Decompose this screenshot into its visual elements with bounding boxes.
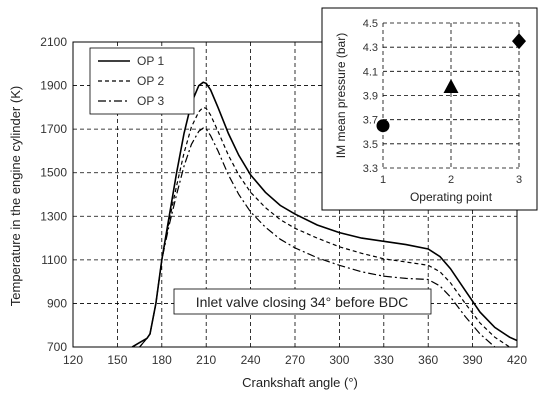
y-tick-label: 700 — [47, 340, 67, 354]
annotation-frame — [173, 288, 432, 315]
x-tick-label: 180 — [152, 353, 172, 367]
legend-label-2: OP 2 — [137, 74, 164, 88]
main-tick-labels: 120 150 180 210 240 270 300 330 360 390 420 700 900 1… — [40, 35, 527, 367]
inset-y-tick-label: 4.1 — [363, 66, 378, 78]
annotation-text: Inlet valve closing 34° before BDC — [196, 294, 409, 310]
annotation-box: Inlet valve closing 34° before BDC — [173, 288, 432, 315]
x-tick-label: 420 — [507, 353, 527, 367]
legend-label-3: OP 3 — [137, 94, 164, 108]
x-tick-label: 270 — [285, 353, 305, 367]
y-tick-label: 900 — [47, 296, 67, 310]
y-tick-label: 2100 — [40, 35, 67, 49]
x-tick-label: 150 — [107, 353, 127, 367]
main-series — [131, 81, 517, 347]
inset-y-axis-title: IM mean pressure (bar) — [334, 33, 348, 158]
inset-point-diamond — [512, 33, 526, 50]
x-tick-label: 330 — [374, 353, 394, 367]
inset-x-axis-title: Operating point — [410, 190, 493, 204]
inset-frame — [321, 7, 538, 211]
inset-x-tick-label: 3 — [516, 174, 522, 186]
x-tick-label: 300 — [329, 353, 349, 367]
inset-x-tick-label: 2 — [448, 174, 454, 186]
series-line-3 — [139, 127, 496, 347]
inset-y-tick-label: 4.3 — [363, 42, 378, 54]
inset-chart: 3.3 3.5 3.7 3.9 4.1 4.3 4.5 1 2 3 Operating point I… — [321, 7, 538, 211]
y-tick-label: 1100 — [41, 253, 67, 267]
x-tick-label: 390 — [463, 353, 483, 367]
inset-point-triangle — [443, 79, 459, 94]
inset-point-circle — [376, 119, 390, 133]
x-tick-label: 210 — [196, 353, 216, 367]
y-tick-label: 1700 — [40, 122, 67, 136]
y-axis-title: Temperature in the engine cylinder (K) — [8, 86, 23, 306]
inset-y-tick-label: 3.3 — [363, 163, 378, 175]
y-tick-label: 1300 — [40, 209, 67, 223]
y-tick-label: 1500 — [40, 166, 67, 180]
inset-y-tick-label: 3.5 — [363, 139, 378, 151]
inset-y-tick-label: 3.7 — [363, 115, 378, 127]
legend: OP 1 OP 2 OP 3 — [89, 47, 195, 115]
inset-y-tick-label: 4.5 — [363, 18, 378, 30]
legend-label-1: OP 1 — [137, 54, 164, 68]
inset-x-tick-label: 1 — [380, 174, 386, 186]
x-tick-label: 360 — [418, 353, 438, 367]
series-line-2 — [139, 106, 512, 347]
y-tick-label: 1900 — [40, 79, 67, 93]
x-tick-label: 120 — [63, 353, 83, 367]
inset-y-tick-label: 3.9 — [363, 91, 378, 103]
x-tick-label: 240 — [241, 353, 261, 367]
x-axis-title: Crankshaft angle (°) — [242, 375, 358, 390]
